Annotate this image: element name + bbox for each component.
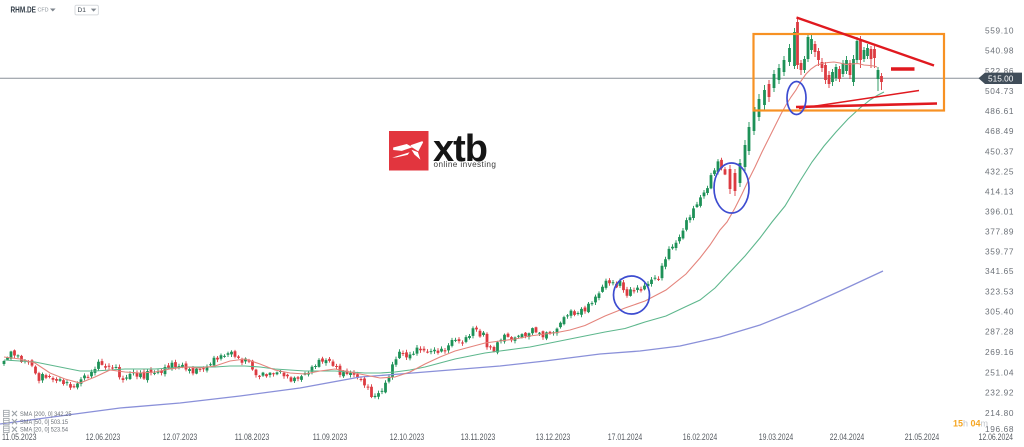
svg-text:13.12.2023: 13.12.2023 bbox=[536, 432, 571, 442]
svg-text:22.04.2024: 22.04.2024 bbox=[830, 432, 865, 442]
svg-text:414.13: 414.13 bbox=[985, 187, 1014, 197]
svg-text:432.25: 432.25 bbox=[985, 166, 1014, 176]
svg-text:11.05.2023: 11.05.2023 bbox=[2, 432, 37, 442]
svg-text:251.04: 251.04 bbox=[985, 367, 1014, 377]
svg-text:11.09.2023: 11.09.2023 bbox=[313, 432, 348, 442]
svg-text:232.92: 232.92 bbox=[985, 387, 1014, 397]
svg-text:305.40: 305.40 bbox=[985, 306, 1014, 316]
svg-text:21.05.2024: 21.05.2024 bbox=[905, 432, 940, 442]
svg-text:12.06.2023: 12.06.2023 bbox=[86, 432, 121, 442]
svg-text:11.08.2023: 11.08.2023 bbox=[235, 432, 270, 442]
svg-text:515.00: 515.00 bbox=[988, 73, 1014, 83]
svg-text:359.77: 359.77 bbox=[985, 246, 1014, 256]
svg-text:377.89: 377.89 bbox=[985, 226, 1014, 236]
svg-text:214.80: 214.80 bbox=[985, 408, 1014, 418]
svg-text:RHM.DE: RHM.DE bbox=[11, 5, 37, 15]
svg-text:13.11.2023: 13.11.2023 bbox=[461, 432, 496, 442]
svg-text:341.65: 341.65 bbox=[985, 266, 1014, 276]
svg-text:504.73: 504.73 bbox=[985, 86, 1014, 96]
svg-text:16.02.2024: 16.02.2024 bbox=[683, 432, 718, 442]
svg-text:CFD: CFD bbox=[38, 8, 49, 14]
svg-text:12.07.2023: 12.07.2023 bbox=[163, 432, 198, 442]
svg-text:online investing: online investing bbox=[434, 160, 497, 169]
svg-text:SMA [50, 0] 503.15: SMA [50, 0] 503.15 bbox=[20, 419, 68, 426]
svg-text:12.10.2023: 12.10.2023 bbox=[390, 432, 425, 442]
svg-text:269.16: 269.16 bbox=[985, 347, 1014, 357]
svg-text:12.06.2024: 12.06.2024 bbox=[979, 432, 1014, 442]
svg-text:17.01.2024: 17.01.2024 bbox=[608, 432, 643, 442]
svg-text:559.10: 559.10 bbox=[985, 26, 1014, 36]
svg-text:468.49: 468.49 bbox=[985, 126, 1014, 136]
svg-text:19.03.2024: 19.03.2024 bbox=[759, 432, 794, 442]
svg-text:15h 04m: 15h 04m bbox=[953, 419, 988, 429]
svg-text:xtb: xtb bbox=[433, 128, 487, 170]
svg-text:323.53: 323.53 bbox=[985, 286, 1014, 296]
svg-text:522.86: 522.86 bbox=[985, 66, 1014, 76]
svg-text:540.98: 540.98 bbox=[985, 46, 1014, 56]
svg-text:450.37: 450.37 bbox=[985, 146, 1014, 156]
svg-text:486.61: 486.61 bbox=[985, 106, 1014, 116]
svg-text:287.28: 287.28 bbox=[985, 327, 1014, 337]
svg-text:396.01: 396.01 bbox=[985, 206, 1014, 216]
svg-text:D1: D1 bbox=[78, 7, 87, 14]
svg-text:SMA [200, 0] 342.25: SMA [200, 0] 342.25 bbox=[20, 411, 72, 418]
svg-text:SMA [20, 0] 523.54: SMA [20, 0] 523.54 bbox=[20, 427, 68, 434]
svg-text:196.68: 196.68 bbox=[985, 424, 1014, 434]
